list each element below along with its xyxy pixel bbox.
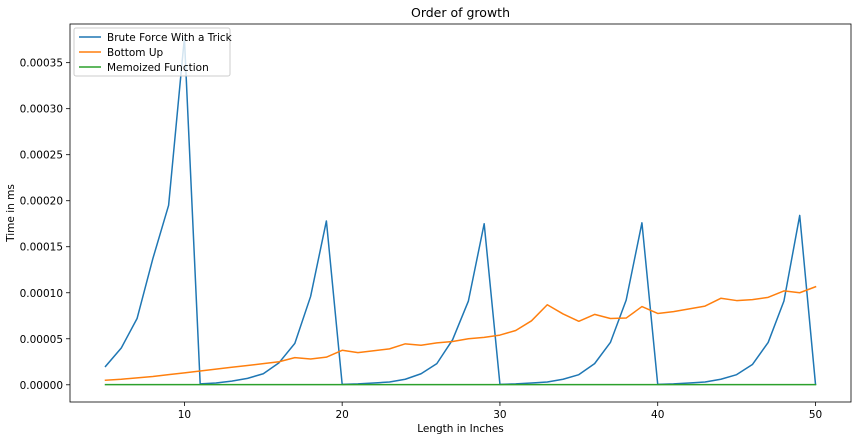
plot-area <box>70 24 851 402</box>
y-tick-label: 0.00005 <box>20 334 63 346</box>
legend-label: Brute Force With a Trick <box>107 32 233 44</box>
y-tick-label: 0.00015 <box>20 242 63 254</box>
legend-label: Memoized Function <box>107 62 209 74</box>
series-line-1 <box>104 37 817 386</box>
x-tick-label: 50 <box>809 409 822 421</box>
y-axis-ticks: 0.00000 0.00005 0.00010 0.00015 0.00020 0.000… <box>20 58 70 392</box>
x-tick-label: 30 <box>493 409 506 421</box>
legend: Brute Force With a Trick Bottom Up Memoize… <box>73 27 233 77</box>
y-tick-label: 0.00035 <box>20 58 63 70</box>
x-tick-label: 20 <box>335 409 348 421</box>
x-tick-label: 10 <box>178 409 191 421</box>
legend-label: Bottom Up <box>107 47 164 59</box>
x-axis-ticks: 10 20 30 40 50 <box>178 402 822 421</box>
axes-frame <box>69 23 852 403</box>
y-tick-label: 0.00020 <box>20 196 63 208</box>
legend-box <box>73 27 231 77</box>
y-axis-label: Time in ms <box>5 184 17 243</box>
y-tick-label: 0.00010 <box>20 288 63 300</box>
series-layer <box>104 37 817 386</box>
series-line-2 <box>104 285 817 381</box>
chart-title: Order of growth <box>411 5 510 20</box>
x-axis-label: Length in Inches <box>417 423 504 435</box>
y-tick-label: 0.00030 <box>20 104 63 116</box>
x-tick-label: 40 <box>651 409 664 421</box>
y-tick-label: 0.00025 <box>20 150 63 162</box>
y-tick-label: 0.00000 <box>20 380 63 392</box>
